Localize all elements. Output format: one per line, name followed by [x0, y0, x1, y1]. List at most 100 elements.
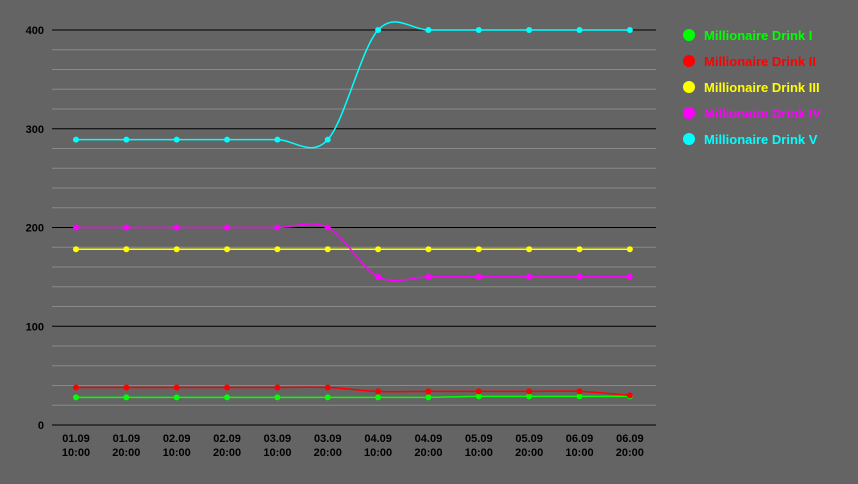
data-point [274, 394, 281, 401]
series-4 [73, 223, 633, 282]
y-tick-label: 400 [26, 25, 44, 37]
data-point [526, 273, 533, 280]
data-point [626, 246, 633, 253]
x-tick-label: 05.09 10:00 [465, 433, 493, 459]
data-point [224, 136, 231, 143]
data-point [324, 394, 331, 401]
data-point [626, 392, 633, 399]
series-line [75, 395, 630, 399]
data-point [73, 246, 79, 253]
legend-marker-icon [683, 133, 695, 145]
x-tick-label: 03.09 10:00 [263, 433, 291, 459]
data-point [375, 388, 382, 395]
legend-label: Millionaire Drink IV [704, 105, 822, 121]
data-point [123, 224, 130, 231]
data-point [73, 384, 79, 391]
data-point [173, 224, 180, 231]
data-point [425, 27, 432, 33]
y-tick-label: 300 [26, 124, 44, 136]
data-point [324, 246, 331, 253]
legend-item: Millionaire Drink III [683, 74, 821, 100]
data-point [425, 388, 432, 395]
x-tick-label: 05.09 20:00 [515, 433, 543, 459]
legend-label: Millionaire Drink III [704, 79, 820, 95]
x-tick-label: 03.09 20:00 [314, 433, 342, 459]
legend-item: Millionaire Drink I [683, 22, 821, 48]
chart-grid [52, 29, 656, 426]
data-point [73, 224, 79, 231]
data-point [173, 246, 180, 253]
data-point [576, 27, 583, 33]
data-point [526, 246, 533, 253]
x-tick-label: 06.09 10:00 [565, 433, 593, 459]
data-point [324, 384, 331, 391]
chart-axes: 0 100 200 300 400 01.09 10:00 01.09 20:00 02.09 10… [26, 25, 644, 459]
data-point [475, 393, 482, 400]
data-point [475, 27, 482, 33]
data-point [224, 246, 231, 253]
data-point [123, 136, 130, 143]
y-tick-label: 100 [26, 321, 44, 333]
x-tick-label: 02.09 10:00 [163, 433, 191, 459]
data-point [526, 27, 533, 33]
data-point [576, 393, 583, 400]
x-tick-label: 02.09 20:00 [213, 433, 241, 459]
x-tick-label: 04.09 10:00 [364, 433, 392, 459]
data-point [475, 388, 482, 395]
data-point [425, 394, 432, 401]
legend-marker-icon [683, 107, 695, 119]
legend-item: Millionaire Drink II [683, 48, 821, 74]
data-point [274, 246, 281, 253]
x-tick-label: 06.09 20:00 [616, 433, 644, 459]
data-point [274, 384, 281, 391]
data-point [73, 394, 79, 401]
legend-label: Millionaire Drink II [704, 53, 816, 69]
data-point [224, 224, 231, 231]
data-point [224, 384, 231, 391]
x-tick-label: 01.09 10:00 [62, 433, 90, 459]
data-point [73, 136, 79, 143]
legend-item: Millionaire Drink IV [683, 100, 821, 126]
data-point [626, 27, 633, 33]
data-point [224, 394, 231, 401]
y-tick-label: 0 [38, 420, 44, 432]
data-point [475, 273, 482, 280]
data-point [173, 136, 180, 143]
series-line [75, 386, 630, 397]
data-point [425, 246, 432, 253]
series-line [75, 223, 630, 282]
x-tick-label: 01.09 20:00 [112, 433, 140, 459]
legend-marker-icon [683, 81, 695, 93]
series-3 [73, 246, 633, 253]
data-point [324, 136, 331, 143]
legend-item: Millionaire Drink V [683, 126, 821, 152]
x-tick-label: 04.09 20:00 [414, 433, 442, 459]
data-point [425, 273, 432, 280]
data-point [626, 273, 633, 280]
data-point [173, 384, 180, 391]
data-point [123, 384, 130, 391]
data-point [324, 224, 331, 231]
data-point [526, 393, 533, 400]
legend-label: Millionaire Drink V [704, 131, 818, 147]
data-point [375, 394, 382, 401]
chart-legend: Millionaire Drink I Millionaire Drink II M… [683, 22, 821, 152]
data-point [375, 27, 382, 33]
data-point [475, 246, 482, 253]
legend-marker-icon [683, 55, 695, 67]
data-point [123, 394, 130, 401]
y-tick-label: 200 [26, 223, 44, 235]
data-point [274, 136, 281, 143]
legend-label: Millionaire Drink I [704, 27, 813, 43]
data-point [173, 394, 180, 401]
data-point [576, 246, 583, 253]
data-point [576, 388, 583, 395]
series-1 [73, 393, 633, 401]
series-5 [73, 21, 633, 149]
series-2 [73, 384, 633, 399]
legend-marker-icon [683, 29, 695, 41]
data-point [123, 246, 130, 253]
data-point [526, 388, 533, 395]
data-point [576, 273, 583, 280]
